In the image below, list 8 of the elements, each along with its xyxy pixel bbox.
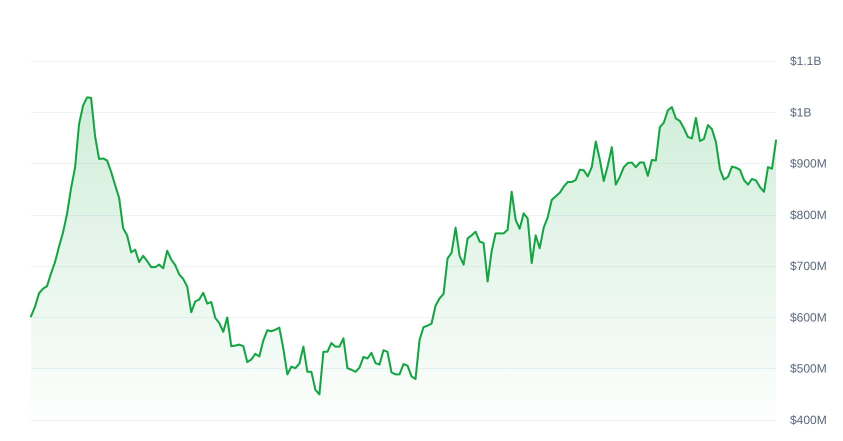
- y-tick-label: $600M: [790, 310, 827, 324]
- y-tick-label: $800M: [790, 208, 827, 222]
- y-tick-label: $500M: [790, 362, 827, 376]
- y-tick-label: $400M: [790, 413, 827, 427]
- y-tick-label: $1B: [790, 105, 812, 120]
- y-tick-label: $700M: [790, 259, 827, 274]
- y-tick-label: $900M: [790, 156, 827, 171]
- y-tick-label: $1.1B: [790, 54, 822, 68]
